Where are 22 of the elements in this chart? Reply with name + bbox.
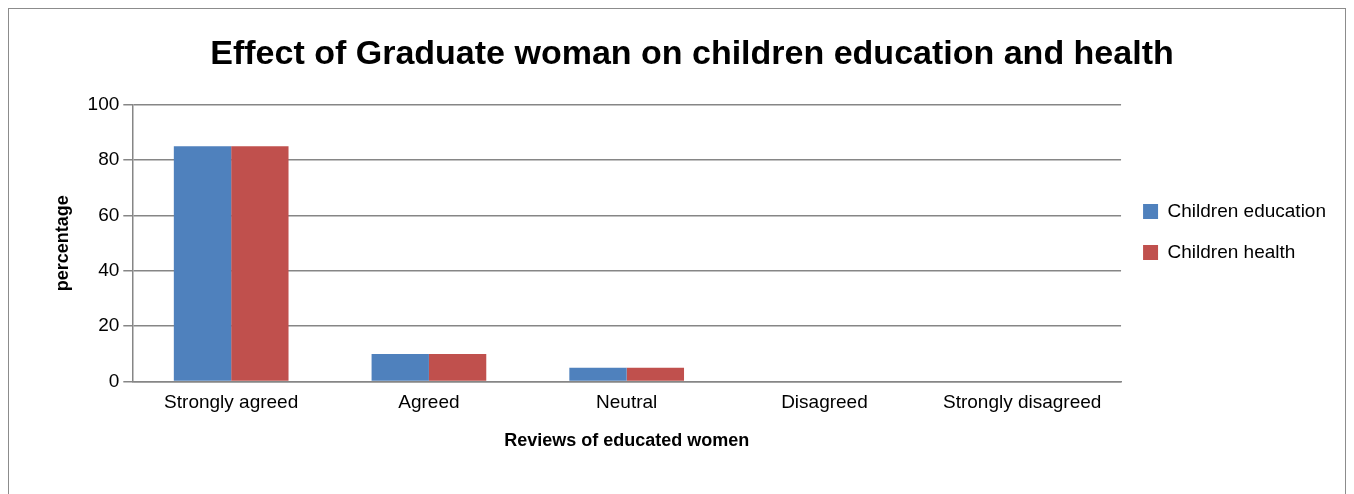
x-tick-label: Neutral bbox=[596, 391, 658, 413]
x-tick-label: Agreed bbox=[398, 391, 460, 413]
y-tick-label: 60 bbox=[98, 203, 120, 225]
bar bbox=[569, 367, 627, 381]
y-axis-title: percentage bbox=[51, 195, 72, 292]
y-tick-label: 40 bbox=[98, 259, 120, 281]
x-tick-label: Strongly agreed bbox=[164, 391, 299, 413]
bar bbox=[428, 353, 487, 381]
legend-label: Children education bbox=[1167, 199, 1327, 221]
x-tick-label: Disagreed bbox=[781, 391, 868, 413]
y-tick-label: 20 bbox=[98, 314, 120, 336]
chart-title: Effect of Graduate woman on children education and health bbox=[210, 32, 1174, 71]
x-tick-label: Strongly disagreed bbox=[942, 391, 1102, 413]
y-tick-label: 0 bbox=[108, 369, 120, 391]
bar bbox=[371, 353, 429, 381]
bar bbox=[173, 146, 232, 381]
bar bbox=[231, 146, 289, 381]
y-tick-label: 80 bbox=[98, 148, 120, 170]
x-axis-title: Reviews of educated women bbox=[504, 430, 750, 451]
y-tick-label: 100 bbox=[87, 93, 120, 115]
legend-label: Children health bbox=[1167, 240, 1296, 262]
bar bbox=[626, 367, 685, 381]
